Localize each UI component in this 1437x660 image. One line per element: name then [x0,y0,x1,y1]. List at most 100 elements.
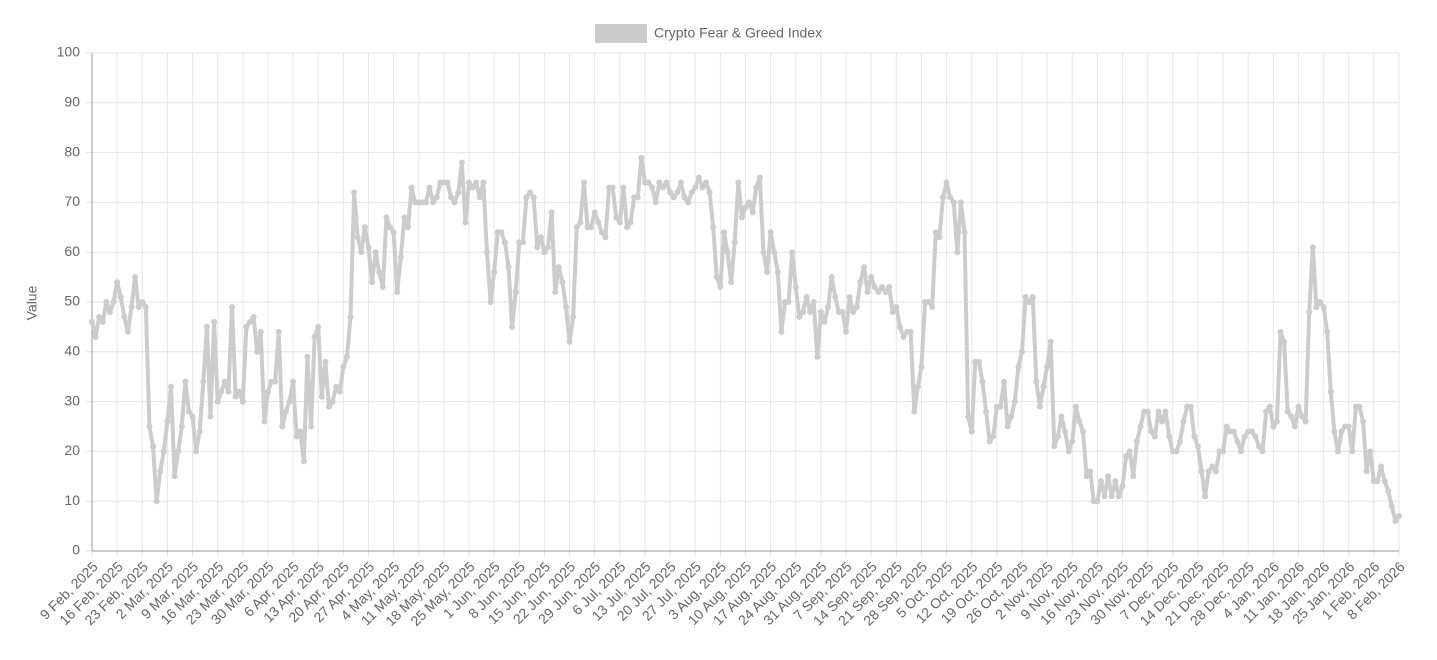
data-point [1159,418,1166,425]
data-point [566,338,573,345]
data-point [1126,448,1133,455]
data-point [1087,468,1094,475]
data-point [868,274,875,281]
data-point [932,229,939,236]
data-point [674,189,681,196]
data-point [92,333,99,340]
data-point [627,219,634,226]
data-point [458,159,465,166]
data-point [1288,413,1295,420]
data-point [1180,418,1187,425]
data-point [286,398,293,405]
data-point [778,328,785,335]
data-point [448,194,455,201]
data-point [182,378,189,385]
data-point [1054,433,1061,440]
data-point [886,284,893,291]
data-point [1338,428,1345,435]
data-point [369,279,376,286]
data-point [573,224,580,231]
data-point [620,184,627,191]
data-point [1062,428,1069,435]
legend-swatch[interactable] [595,24,647,43]
data-point [275,328,282,335]
data-point [562,303,569,310]
data-point [1374,478,1381,485]
data-point [853,303,860,310]
data-point [387,224,394,231]
data-point [322,358,329,365]
data-point [365,244,372,251]
data-point [792,284,799,291]
data-point [1266,403,1273,410]
data-point [519,239,526,246]
data-point [724,249,731,256]
data-point [731,239,738,246]
data-point [1241,433,1248,440]
data-point [817,308,824,315]
data-point [444,179,451,186]
data-point [613,214,620,221]
data-point [142,303,149,310]
data-point [638,154,645,161]
data-point [799,308,806,315]
data-point [318,393,325,400]
data-point [1295,403,1302,410]
data-point [139,299,146,305]
legend-label[interactable]: Crypto Fear & Greed Index [654,25,822,41]
data-point [997,403,1004,410]
data-point [311,333,318,340]
data-point [1273,418,1280,425]
data-point [957,199,964,206]
data-point [1284,408,1291,415]
data-point [911,408,918,415]
data-point [703,179,710,186]
data-point [616,219,623,226]
data-point [1069,438,1076,445]
data-point [304,353,311,360]
data-point [1388,503,1395,510]
data-point [652,199,659,206]
data-point [451,199,458,206]
data-point [178,423,185,430]
data-point [379,284,386,291]
y-tick-label: 30 [64,392,80,408]
data-point [1363,468,1370,475]
data-point [1317,299,1324,305]
data-point [548,209,555,216]
data-point [1058,413,1065,420]
data-point [466,179,473,186]
data-point [1083,473,1090,480]
data-point [717,284,724,291]
data-point [135,303,142,310]
data-point [167,383,174,390]
data-point [860,264,867,271]
data-point [200,378,207,385]
data-point [1004,423,1011,430]
data-point [555,264,562,271]
data-point [329,398,336,405]
data-point [785,299,792,305]
data-point [333,383,340,390]
data-point [843,328,850,335]
data-point [422,199,429,206]
data-point [272,378,279,385]
data-point [96,313,103,320]
data-point [1018,348,1025,355]
data-point [146,423,153,430]
data-point [203,323,210,330]
data-point [121,313,128,320]
data-point [541,249,548,256]
data-point [907,328,914,335]
data-point [264,388,271,395]
data-point [925,299,932,305]
data-point [480,179,487,186]
data-point [659,184,666,191]
data-point [537,234,544,241]
data-point [968,428,975,435]
data-point [383,214,390,221]
data-point [401,214,408,221]
y-tick-label: 90 [64,94,80,110]
data-point [1176,438,1183,445]
data-point [236,388,243,395]
